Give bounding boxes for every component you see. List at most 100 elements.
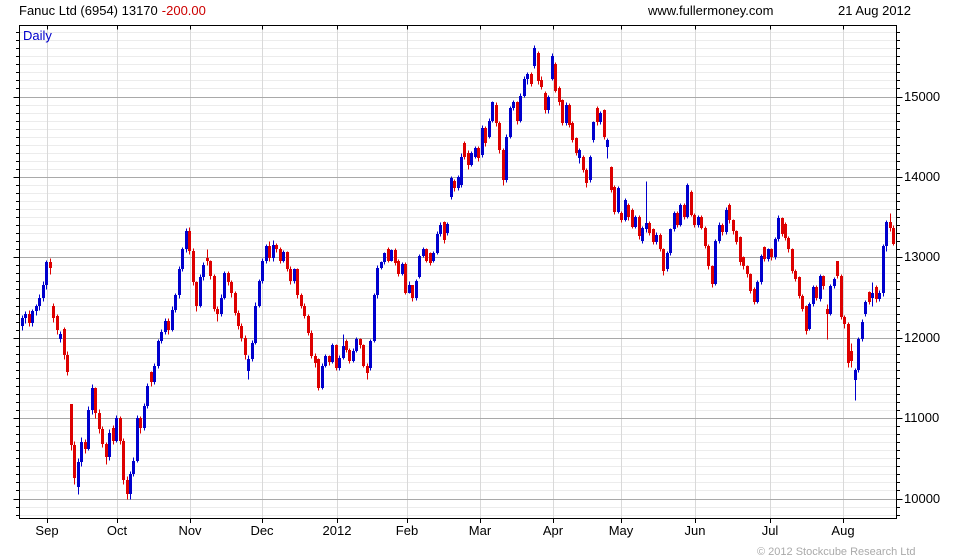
candle-body xyxy=(732,220,735,231)
candle-body xyxy=(533,48,536,66)
candle-body xyxy=(87,410,90,449)
candle-body xyxy=(470,153,473,165)
candle-body xyxy=(143,406,146,428)
candle-body xyxy=(73,445,76,478)
x-axis-label: Aug xyxy=(831,523,855,538)
candle-body xyxy=(42,285,45,298)
candle-body xyxy=(826,309,829,314)
timeframe-label: Daily xyxy=(23,28,52,43)
candle-body xyxy=(829,286,832,314)
candle-body xyxy=(331,345,334,362)
candle-body xyxy=(613,187,616,212)
candle-body xyxy=(359,339,362,345)
candle-body xyxy=(422,249,425,256)
candle-body xyxy=(150,372,153,382)
candle-body xyxy=(641,228,644,241)
candle-body xyxy=(21,318,24,326)
candle-body xyxy=(739,237,742,262)
candle-body xyxy=(178,269,181,295)
candle-body xyxy=(49,262,52,268)
candle-body xyxy=(164,321,167,332)
candle-body xyxy=(481,128,484,155)
candle-body xyxy=(383,253,386,262)
candle-body xyxy=(286,252,289,269)
candle-body xyxy=(328,356,331,362)
candle-body xyxy=(446,224,449,233)
candle-body xyxy=(516,102,519,121)
candle-body xyxy=(756,282,759,302)
candle-body xyxy=(808,304,811,329)
candle-body xyxy=(129,474,132,494)
candle-body xyxy=(700,217,703,228)
x-axis-label: Feb xyxy=(395,523,419,538)
candle-body xyxy=(185,231,188,249)
candle-body xyxy=(704,228,707,246)
candle-body xyxy=(373,295,376,341)
candle-body xyxy=(460,157,463,185)
candle-body xyxy=(394,250,397,263)
candle-body xyxy=(261,261,264,281)
candle-body xyxy=(310,333,313,356)
candle-body xyxy=(474,148,477,157)
candle-body xyxy=(864,302,867,314)
candle-body xyxy=(868,292,871,302)
x-axis-label: Jun xyxy=(684,523,706,538)
candle-body xyxy=(617,188,620,212)
candle-body xyxy=(843,317,846,324)
candle-body xyxy=(801,296,804,309)
candle-body xyxy=(108,433,111,457)
y-axis-label: 10000 xyxy=(904,490,941,506)
candle-body xyxy=(833,279,836,286)
candle-body xyxy=(206,258,209,261)
candle-body xyxy=(707,246,710,266)
candle-body xyxy=(540,80,543,87)
candle-body xyxy=(52,306,55,318)
x-axis-label: Dec xyxy=(250,523,274,538)
candle-body xyxy=(596,108,599,122)
candle-body xyxy=(638,217,641,236)
candle-body xyxy=(240,326,243,338)
candle-body xyxy=(631,210,634,227)
candle-body xyxy=(781,218,784,234)
candle-body xyxy=(627,205,630,217)
candle-body xyxy=(397,261,400,274)
candle-body xyxy=(59,334,62,339)
candle-body xyxy=(209,261,212,276)
candle-body xyxy=(787,238,790,249)
candle-body xyxy=(345,341,348,350)
candle-body xyxy=(502,150,505,180)
candle-body xyxy=(112,428,115,441)
candle-body xyxy=(477,148,480,158)
candle-body xyxy=(439,225,442,234)
candle-body xyxy=(509,108,512,137)
candle-body xyxy=(889,222,892,228)
candle-body xyxy=(390,250,393,261)
candle-body xyxy=(652,229,655,242)
candle-body xyxy=(878,293,881,299)
candle-body xyxy=(119,418,122,441)
candle-body xyxy=(66,355,69,372)
candle-body xyxy=(571,123,574,140)
candle-body xyxy=(94,388,97,413)
candle-body xyxy=(592,122,595,140)
copyright-notice: © 2012 Stockcube Research Ltd xyxy=(757,546,916,558)
candle-body xyxy=(387,249,390,261)
candle-body xyxy=(450,178,453,197)
candle-body xyxy=(80,442,83,462)
chart-date: 21 Aug 2012 xyxy=(838,3,912,18)
candle-body xyxy=(753,289,756,302)
candle-body xyxy=(662,249,665,271)
candle-body xyxy=(352,351,355,361)
candle-body xyxy=(268,246,271,258)
x-axis-label: Apr xyxy=(542,523,564,538)
candle-body xyxy=(582,157,585,170)
candle-body xyxy=(202,265,205,277)
x-axis-label: May xyxy=(608,523,634,538)
candle-body xyxy=(805,306,808,331)
candle-body xyxy=(425,249,428,261)
candle-body xyxy=(300,295,303,306)
candle-body xyxy=(850,351,853,361)
candle-body xyxy=(355,339,358,351)
candle-body xyxy=(247,359,250,371)
candle-body xyxy=(551,56,554,79)
